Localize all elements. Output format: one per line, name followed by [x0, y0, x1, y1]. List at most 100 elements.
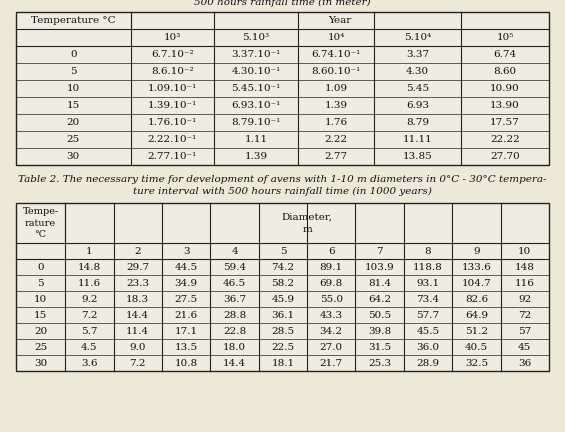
Text: 116: 116	[515, 279, 534, 288]
Text: 69.8: 69.8	[320, 279, 343, 288]
Text: 9.2: 9.2	[81, 295, 98, 304]
Text: 13.5: 13.5	[175, 343, 198, 352]
Text: 10: 10	[67, 84, 80, 93]
Text: 7.2: 7.2	[129, 359, 146, 368]
Text: 92: 92	[518, 295, 532, 304]
Text: 82.6: 82.6	[465, 295, 488, 304]
Text: 13.85: 13.85	[403, 152, 432, 161]
Text: 18.0: 18.0	[223, 343, 246, 352]
Text: 36.0: 36.0	[416, 343, 440, 352]
Text: 11.6: 11.6	[78, 279, 101, 288]
Text: 1.39.10⁻¹: 1.39.10⁻¹	[148, 101, 197, 110]
Text: 51.2: 51.2	[465, 327, 488, 336]
Text: 118.8: 118.8	[413, 263, 443, 271]
Text: 14.8: 14.8	[78, 263, 101, 271]
Text: 3.6: 3.6	[81, 359, 98, 368]
Text: 1.09: 1.09	[324, 84, 347, 93]
Text: 148: 148	[515, 263, 534, 271]
Text: Tempe-
rature
°C: Tempe- rature °C	[23, 206, 59, 239]
Text: 0: 0	[70, 50, 77, 59]
Text: 5.45.10⁻¹: 5.45.10⁻¹	[232, 84, 281, 93]
Text: 10⁵: 10⁵	[496, 33, 514, 42]
Text: 34.2: 34.2	[320, 327, 343, 336]
Text: 11.11: 11.11	[403, 135, 432, 144]
Text: 29.7: 29.7	[126, 263, 149, 271]
Text: Temperature °C: Temperature °C	[31, 16, 116, 25]
Text: 8.79: 8.79	[406, 118, 429, 127]
Text: 22.8: 22.8	[223, 327, 246, 336]
Text: 15: 15	[67, 101, 80, 110]
Text: 2.77.10⁻¹: 2.77.10⁻¹	[148, 152, 197, 161]
Text: 8.79.10⁻¹: 8.79.10⁻¹	[232, 118, 281, 127]
Text: 72: 72	[518, 311, 532, 320]
Text: 2.22.10⁻¹: 2.22.10⁻¹	[148, 135, 197, 144]
Text: 40.5: 40.5	[465, 343, 488, 352]
Text: 25: 25	[67, 135, 80, 144]
Text: 23.3: 23.3	[126, 279, 149, 288]
Text: 7.2: 7.2	[81, 311, 98, 320]
Text: 0: 0	[37, 263, 44, 271]
Text: 17.1: 17.1	[175, 327, 198, 336]
Text: 20: 20	[67, 118, 80, 127]
Text: 15: 15	[34, 311, 47, 320]
Text: 57: 57	[518, 327, 532, 336]
Bar	[16, 203, 549, 371]
Text: 6: 6	[328, 247, 334, 255]
Text: 500 hours rainfall time (in meter): 500 hours rainfall time (in meter)	[194, 0, 371, 6]
Text: 6.74.10⁻¹: 6.74.10⁻¹	[311, 50, 360, 59]
Text: 103.9: 103.9	[365, 263, 394, 271]
Text: 10⁴: 10⁴	[327, 33, 345, 42]
Text: 17.57: 17.57	[490, 118, 520, 127]
Text: 4.5: 4.5	[81, 343, 98, 352]
Text: 30: 30	[34, 359, 47, 368]
Text: 104.7: 104.7	[462, 279, 492, 288]
Text: 28.5: 28.5	[271, 327, 294, 336]
Text: 64.9: 64.9	[465, 311, 488, 320]
Text: 5.10⁴: 5.10⁴	[404, 33, 431, 42]
Text: 74.2: 74.2	[271, 263, 294, 271]
Text: 2.22: 2.22	[324, 135, 347, 144]
Text: 1.76.10⁻¹: 1.76.10⁻¹	[148, 118, 197, 127]
Text: 22.22: 22.22	[490, 135, 520, 144]
Text: Diameter,
m: Diameter, m	[281, 212, 333, 234]
Text: 45: 45	[518, 343, 532, 352]
Text: 5: 5	[280, 247, 286, 255]
Text: 18.1: 18.1	[271, 359, 294, 368]
Text: 21.6: 21.6	[175, 311, 198, 320]
Text: 44.5: 44.5	[175, 263, 198, 271]
Text: 6.7.10⁻²: 6.7.10⁻²	[151, 50, 194, 59]
Text: Table 2. The necessary time for development of avens with 1-10 m diameters in 0°: Table 2. The necessary time for developm…	[18, 175, 547, 184]
Text: 43.3: 43.3	[320, 311, 343, 320]
Text: 10³: 10³	[164, 33, 181, 42]
Text: 28.9: 28.9	[416, 359, 440, 368]
Text: 8: 8	[425, 247, 431, 255]
Bar	[16, 12, 549, 165]
Text: 11.4: 11.4	[126, 327, 149, 336]
Text: 45.5: 45.5	[416, 327, 440, 336]
Text: 4.30: 4.30	[406, 67, 429, 76]
Text: 10.8: 10.8	[175, 359, 198, 368]
Text: 2.77: 2.77	[324, 152, 347, 161]
Text: 34.9: 34.9	[175, 279, 198, 288]
Text: 45.9: 45.9	[271, 295, 294, 304]
Text: 1.39: 1.39	[245, 152, 268, 161]
Text: 1.09.10⁻¹: 1.09.10⁻¹	[148, 84, 197, 93]
Text: 5: 5	[70, 67, 77, 76]
Text: 1.39: 1.39	[324, 101, 347, 110]
Text: 9: 9	[473, 247, 480, 255]
Text: 10: 10	[518, 247, 532, 255]
Text: 5.10³: 5.10³	[242, 33, 270, 42]
Text: 32.5: 32.5	[465, 359, 488, 368]
Text: ture interval with 500 hours rainfall time (in 1000 years): ture interval with 500 hours rainfall ti…	[133, 187, 432, 196]
Text: 6.93: 6.93	[406, 101, 429, 110]
Text: 36: 36	[518, 359, 532, 368]
Text: 36.7: 36.7	[223, 295, 246, 304]
Text: 25.3: 25.3	[368, 359, 391, 368]
Text: 27.0: 27.0	[320, 343, 343, 352]
Text: 13.90: 13.90	[490, 101, 520, 110]
Text: 1.11: 1.11	[245, 135, 268, 144]
Text: 4: 4	[231, 247, 238, 255]
Text: 31.5: 31.5	[368, 343, 391, 352]
Text: 28.8: 28.8	[223, 311, 246, 320]
Text: 1.76: 1.76	[324, 118, 347, 127]
